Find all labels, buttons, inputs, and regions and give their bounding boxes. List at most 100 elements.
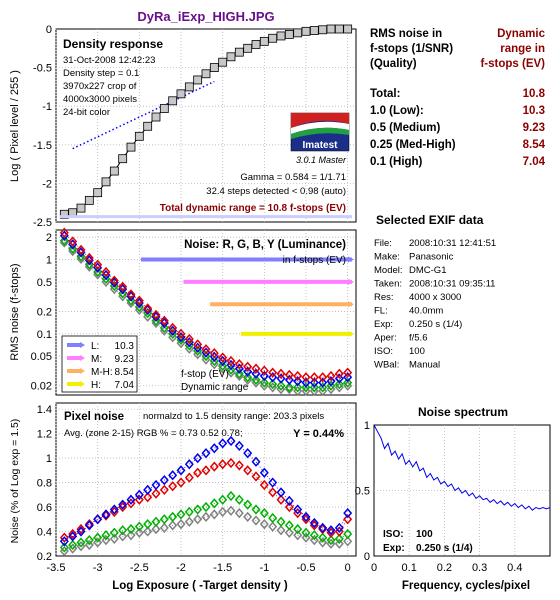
- density-point: [276, 31, 286, 41]
- series-point: [84, 519, 94, 530]
- noise-y-ticks: 2 1 0.5 0.2 0.1 0.05 0.02: [31, 232, 52, 393]
- series-point: [126, 295, 136, 306]
- series-point: [251, 515, 261, 526]
- series-point: [276, 373, 286, 384]
- series-point: [276, 525, 286, 536]
- y-tick-label: -2: [42, 178, 52, 190]
- series-point: [301, 527, 311, 538]
- legend-key: L:: [91, 341, 99, 352]
- series-point: [159, 522, 169, 533]
- density-y-label: Log ( Pixel level / 255 ): [9, 70, 21, 182]
- series-point: [193, 504, 203, 515]
- series-point: [209, 461, 219, 472]
- spectrum-x-label: Frequency, cycles/pixel: [402, 580, 530, 592]
- imatest-logo: Imatest: [290, 112, 350, 152]
- series-point: [76, 244, 86, 256]
- series-point: [268, 477, 278, 488]
- series-point: [143, 303, 153, 314]
- y-tick-label: 0.02: [31, 381, 52, 393]
- legend-value: 9.23: [115, 354, 135, 365]
- series-point: [159, 322, 169, 334]
- noise-panel: 2 1 0.5 0.2 0.1 0.05 0.02 Noise: R, G, B, Y (L…: [31, 227, 357, 397]
- pixel-y-ticks: 1.4 1.2 1 0.8 0.6 0.4 0.2: [37, 404, 52, 563]
- exif-value: 100: [409, 346, 425, 357]
- y-tick-label: -0.5: [33, 63, 52, 75]
- series-point: [268, 521, 278, 532]
- series-point: [201, 511, 211, 522]
- y-tick-label: 0.5: [355, 486, 370, 498]
- series-point: [76, 526, 86, 537]
- series-point: [168, 520, 178, 531]
- series-point: [176, 465, 186, 476]
- series-point: [143, 304, 153, 316]
- x-tick-label: -3.5: [47, 562, 66, 574]
- y-tick-label: 0: [364, 551, 370, 563]
- series-point: [284, 374, 294, 385]
- exif-key: Taken:: [374, 279, 402, 290]
- series-point: [93, 532, 103, 543]
- series-point: [343, 367, 353, 378]
- exif-value: Panasonic: [409, 252, 454, 263]
- series-point: [76, 537, 86, 548]
- exif-value: DMC-G1: [409, 265, 446, 276]
- x-tick-label: 0.3: [472, 562, 487, 574]
- density-point: [309, 26, 319, 35]
- rms-row-label: 0.1 (High): [370, 156, 423, 168]
- series-point: [318, 537, 328, 548]
- exif-value: 40.0mm: [409, 306, 443, 317]
- series-point: [318, 382, 328, 393]
- series-point: [284, 495, 294, 507]
- legend-arrow: [80, 381, 85, 387]
- series-point: [101, 530, 111, 541]
- density-point: [201, 69, 211, 79]
- rms-table: RMS noise in f-stops (1/SNR) (Quality) D…: [370, 28, 546, 168]
- exif-key: Exp:: [374, 319, 393, 330]
- series-point: [118, 281, 128, 292]
- series-point: [284, 527, 294, 538]
- y-tick-label: 0.5: [37, 277, 52, 289]
- y-tick-label: 0.05: [31, 351, 52, 363]
- series-point: [276, 494, 286, 505]
- series-point: [234, 494, 244, 505]
- exif-key: ISO:: [374, 346, 393, 357]
- y-tick-label: -1: [42, 101, 52, 113]
- y-tick-label: 0.8: [37, 478, 52, 490]
- density-info-line: Density step = 0.1: [63, 68, 139, 79]
- rms-row-label: 0.5 (Medium): [370, 122, 440, 134]
- series-point: [284, 382, 294, 393]
- density-info-line: 31-Oct-2008 12:42:23: [63, 55, 155, 66]
- series-point: [209, 347, 219, 359]
- series-point: [226, 435, 236, 447]
- series-point: [193, 467, 203, 478]
- series-point: [184, 459, 194, 470]
- series-point: [259, 467, 269, 478]
- exif-value: f/5.6: [409, 333, 428, 344]
- series-point: [326, 525, 336, 536]
- density-point: [126, 142, 136, 152]
- series-point: [234, 359, 244, 370]
- noise-y-label: RMS noise (f-stops): [9, 263, 21, 360]
- exif-key: File:: [374, 238, 392, 249]
- pixel-avg: Avg. (zone 2-15) RGB % = 0.73 0.52 0.78;: [64, 428, 243, 439]
- series-point: [343, 377, 353, 388]
- series-point: [334, 373, 344, 384]
- rms-row-value: 8.54: [523, 139, 546, 151]
- series-point: [134, 489, 144, 500]
- series-point: [243, 465, 253, 476]
- figure-title: DyRa_iExp_HIGH.JPG: [137, 9, 274, 24]
- series-point: [176, 519, 186, 530]
- series-point: [243, 372, 253, 383]
- density-point: [84, 195, 94, 205]
- series-point: [301, 532, 311, 543]
- x-tick-label: 0.4: [507, 562, 522, 574]
- density-point: [109, 166, 119, 176]
- spectrum-title: Noise spectrum: [418, 405, 508, 419]
- density-point: [318, 25, 328, 35]
- series-point: [234, 363, 244, 374]
- x-tick-label: 0.2: [437, 562, 452, 574]
- series-point: [259, 365, 269, 376]
- series-point: [251, 368, 261, 379]
- pixel-frame: [55, 402, 357, 557]
- series-point: [226, 490, 236, 502]
- legend-key: M-H:: [91, 367, 113, 378]
